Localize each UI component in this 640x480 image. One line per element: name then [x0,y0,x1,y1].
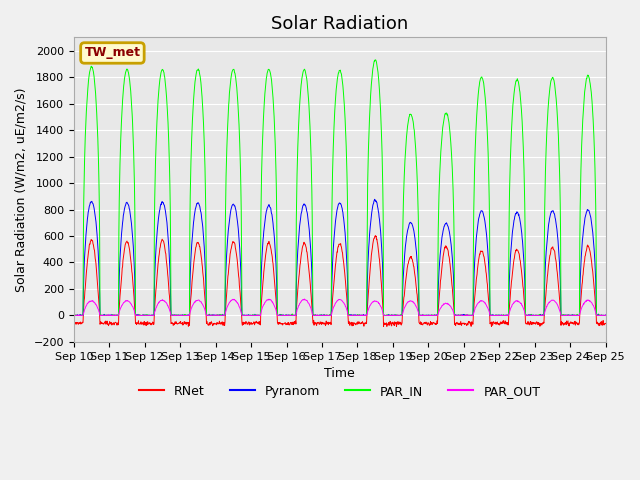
Pyranom [175,312,183,318]
RNet [492,322,500,327]
Pyranom [423,312,431,318]
Pyranom [70,312,77,318]
PAR_OUT [602,312,609,318]
PAR_OUT [422,312,430,318]
PAR_IN [423,312,431,318]
PAR_IN [70,312,78,318]
PAR_OUT [188,303,196,309]
RNet [372,233,380,239]
PAR_IN [372,57,380,63]
Line: PAR_OUT: PAR_OUT [74,299,605,315]
Text: TW_met: TW_met [84,47,140,60]
PAR_IN [70,312,77,318]
PAR_IN [175,312,183,318]
Pyranom [540,312,547,318]
RNet [423,321,431,327]
RNet [248,320,255,325]
RNet [70,320,77,326]
PAR_OUT [539,312,547,318]
Pyranom [71,312,79,318]
Line: Pyranom: Pyranom [74,199,605,315]
PAR_OUT [301,296,308,302]
Pyranom [189,232,196,238]
Y-axis label: Solar Radiation (W/m2, uE/m2/s): Solar Radiation (W/m2, uE/m2/s) [15,87,28,292]
Line: RNet: RNet [74,236,605,326]
RNet [175,321,183,326]
RNet [540,321,547,326]
Pyranom [492,312,500,318]
Title: Solar Radiation: Solar Radiation [271,15,408,33]
PAR_OUT [492,312,500,318]
RNet [602,321,609,326]
RNet [188,278,196,284]
X-axis label: Time: Time [324,367,355,380]
Legend: RNet, Pyranom, PAR_IN, PAR_OUT: RNet, Pyranom, PAR_IN, PAR_OUT [134,380,545,403]
PAR_OUT [248,312,255,318]
Pyranom [602,312,609,318]
PAR_IN [492,312,500,318]
Pyranom [371,196,378,202]
Pyranom [248,312,256,318]
Line: PAR_IN: PAR_IN [74,60,605,315]
PAR_OUT [70,312,77,318]
PAR_IN [248,312,256,318]
PAR_OUT [175,312,183,318]
PAR_IN [540,312,547,318]
PAR_IN [189,117,196,123]
RNet [380,324,387,329]
PAR_IN [602,312,609,318]
